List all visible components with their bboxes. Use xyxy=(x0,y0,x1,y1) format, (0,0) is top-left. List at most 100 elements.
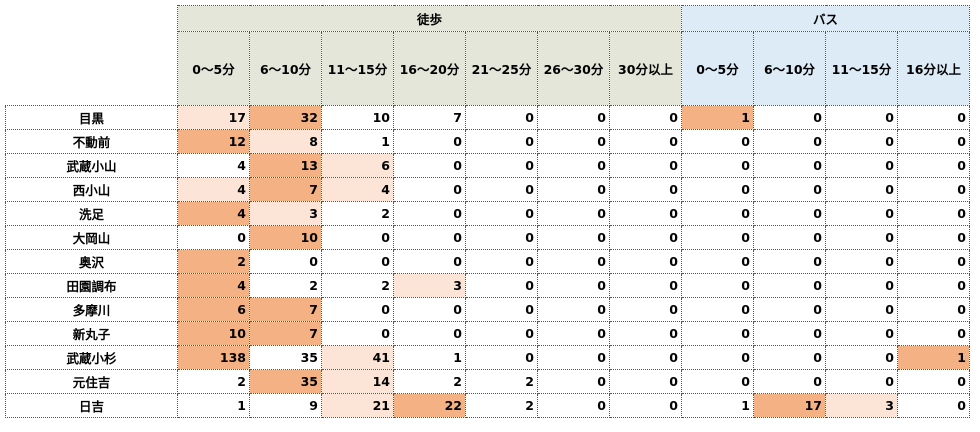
count-cell: 0 xyxy=(393,297,466,322)
count-cell: 0 xyxy=(537,321,610,346)
count-cell: 0 xyxy=(825,105,898,130)
count-cell: 4 xyxy=(177,201,250,226)
count-cell: 0 xyxy=(897,201,970,226)
column-header: 11～15分 xyxy=(825,31,898,106)
count-cell: 0 xyxy=(825,345,898,370)
count-cell: 0 xyxy=(681,129,754,154)
count-cell: 8 xyxy=(249,129,322,154)
count-cell: 0 xyxy=(465,297,538,322)
count-cell: 0 xyxy=(465,153,538,178)
count-cell: 4 xyxy=(177,153,250,178)
count-cell: 0 xyxy=(465,201,538,226)
count-cell: 0 xyxy=(609,273,682,298)
count-cell: 2 xyxy=(249,273,322,298)
count-cell: 41 xyxy=(321,345,394,370)
count-cell: 0 xyxy=(681,321,754,346)
count-cell: 2 xyxy=(393,369,466,394)
corner-cell xyxy=(5,5,178,106)
group-header: 徒歩 xyxy=(177,5,682,32)
station-name: 日吉 xyxy=(5,393,178,418)
count-cell: 0 xyxy=(321,249,394,274)
count-cell: 0 xyxy=(753,369,826,394)
count-cell: 0 xyxy=(393,153,466,178)
count-cell: 0 xyxy=(609,321,682,346)
count-cell: 0 xyxy=(681,225,754,250)
count-cell: 2 xyxy=(177,369,250,394)
count-cell: 0 xyxy=(537,153,610,178)
count-cell: 0 xyxy=(393,129,466,154)
count-cell: 3 xyxy=(249,201,322,226)
count-cell: 0 xyxy=(465,321,538,346)
data-row: 田園調布 4 2 2 3 0 0 0 0 0 0 0 xyxy=(5,273,970,298)
count-cell: 0 xyxy=(753,321,826,346)
count-cell: 0 xyxy=(321,321,394,346)
count-cell: 0 xyxy=(609,153,682,178)
count-cell: 0 xyxy=(825,273,898,298)
count-cell: 0 xyxy=(825,369,898,394)
count-cell: 0 xyxy=(537,273,610,298)
data-row: 武蔵小山 4 13 6 0 0 0 0 0 0 0 0 xyxy=(5,153,970,178)
count-cell: 0 xyxy=(609,393,682,418)
column-header: 30分以上 xyxy=(609,31,682,106)
column-header: 16～20分 xyxy=(393,31,466,106)
column-header: 26～30分 xyxy=(537,31,610,106)
count-cell: 13 xyxy=(249,153,322,178)
count-cell: 0 xyxy=(537,177,610,202)
count-cell: 0 xyxy=(537,249,610,274)
count-cell: 0 xyxy=(465,177,538,202)
count-cell: 0 xyxy=(465,345,538,370)
count-cell: 0 xyxy=(825,249,898,274)
count-cell: 0 xyxy=(609,105,682,130)
count-cell: 6 xyxy=(177,297,250,322)
count-cell: 0 xyxy=(537,201,610,226)
group-header: バス xyxy=(681,5,970,32)
count-cell: 0 xyxy=(681,297,754,322)
count-cell: 0 xyxy=(897,393,970,418)
station-name: 奥沢 xyxy=(5,249,178,274)
station-name: 新丸子 xyxy=(5,321,178,346)
station-name: 武蔵小山 xyxy=(5,153,178,178)
station-name: 田園調布 xyxy=(5,273,178,298)
count-cell: 0 xyxy=(753,297,826,322)
data-row: 洗足 4 3 2 0 0 0 0 0 0 0 0 xyxy=(5,201,970,226)
data-row: 新丸子 10 7 0 0 0 0 0 0 0 0 0 xyxy=(5,321,970,346)
count-cell: 10 xyxy=(321,105,394,130)
count-cell: 17 xyxy=(753,393,826,418)
count-cell: 0 xyxy=(465,249,538,274)
count-cell: 0 xyxy=(609,345,682,370)
count-cell: 0 xyxy=(393,321,466,346)
count-cell: 0 xyxy=(681,201,754,226)
count-cell: 10 xyxy=(249,225,322,250)
column-header: 21～25分 xyxy=(465,31,538,106)
count-cell: 0 xyxy=(753,105,826,130)
count-cell: 0 xyxy=(825,129,898,154)
count-cell: 2 xyxy=(465,369,538,394)
count-cell: 21 xyxy=(321,393,394,418)
count-cell: 7 xyxy=(393,105,466,130)
count-cell: 0 xyxy=(609,177,682,202)
column-header: 6～10分 xyxy=(249,31,322,106)
count-cell: 0 xyxy=(537,345,610,370)
count-cell: 1 xyxy=(681,393,754,418)
data-row: 奥沢 2 0 0 0 0 0 0 0 0 0 0 xyxy=(5,249,970,274)
data-row: 多摩川 6 7 0 0 0 0 0 0 0 0 0 xyxy=(5,297,970,322)
count-cell: 10 xyxy=(177,321,250,346)
count-cell: 0 xyxy=(753,201,826,226)
count-cell: 0 xyxy=(465,225,538,250)
column-header: 0～5分 xyxy=(177,31,250,106)
group-header-row: 徒歩 バス xyxy=(5,5,970,106)
count-cell: 4 xyxy=(321,177,394,202)
count-cell: 0 xyxy=(897,129,970,154)
count-cell: 0 xyxy=(465,105,538,130)
count-cell: 7 xyxy=(249,297,322,322)
count-cell: 0 xyxy=(393,225,466,250)
count-cell: 0 xyxy=(825,201,898,226)
count-cell: 35 xyxy=(249,345,322,370)
data-row: 西小山 4 7 4 0 0 0 0 0 0 0 0 xyxy=(5,177,970,202)
count-cell: 3 xyxy=(393,273,466,298)
count-cell: 0 xyxy=(393,177,466,202)
count-cell: 0 xyxy=(825,297,898,322)
count-cell: 2 xyxy=(321,201,394,226)
count-cell: 1 xyxy=(897,345,970,370)
station-name: 武蔵小杉 xyxy=(5,345,178,370)
